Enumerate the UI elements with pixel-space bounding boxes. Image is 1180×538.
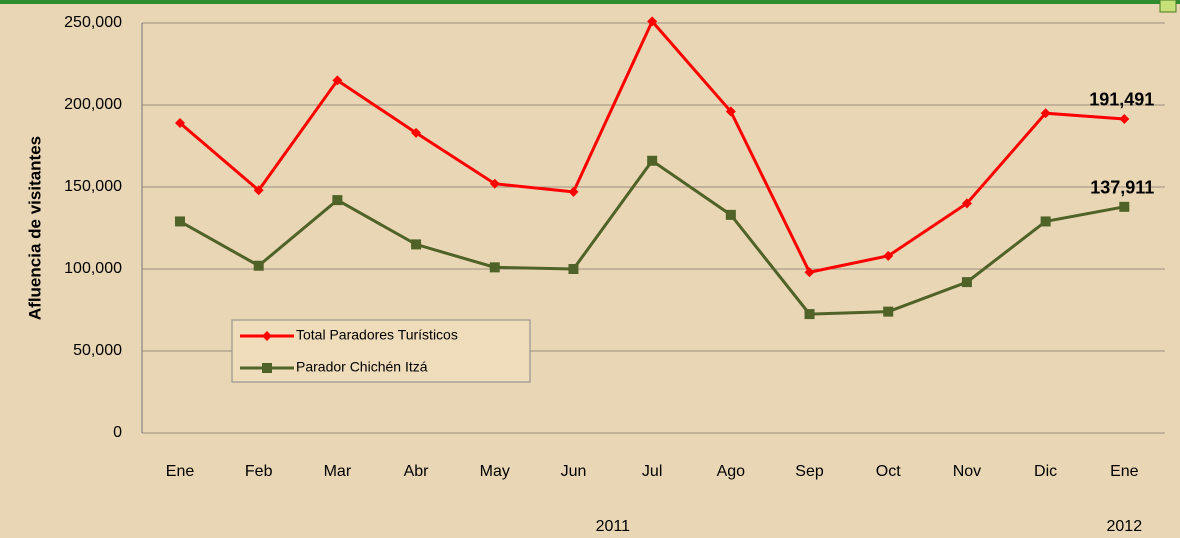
y-tick-label: 200,000 (64, 96, 122, 113)
x-tick-label: Ene (166, 463, 195, 480)
marker (568, 186, 579, 197)
x-tick-label: Ene (1110, 463, 1139, 480)
marker (725, 209, 736, 220)
marker (1040, 216, 1051, 227)
corner-icon (1159, 0, 1177, 13)
x-tick-label: Nov (953, 463, 981, 480)
year-label: 2012 (1107, 518, 1143, 535)
legend-label: Parador Chichén Itzá (296, 359, 428, 375)
marker (332, 195, 343, 206)
legend-marker (262, 331, 272, 341)
x-tick-label: May (480, 463, 510, 480)
marker (253, 185, 264, 196)
data-label: 137,911 (1090, 178, 1154, 198)
marker (647, 16, 658, 27)
marker (411, 239, 422, 250)
x-tick-label: Jun (561, 463, 587, 480)
marker (647, 155, 658, 166)
marker (489, 178, 500, 189)
marker (804, 309, 815, 320)
marker (1119, 201, 1130, 212)
marker (883, 250, 894, 261)
x-tick-label: Jul (642, 463, 662, 480)
marker (1119, 113, 1130, 124)
marker (253, 260, 264, 271)
marker (175, 118, 185, 129)
marker (175, 216, 185, 227)
x-tick-label: Abr (404, 463, 430, 480)
marker (411, 127, 422, 138)
data-label: 191,491 (1089, 90, 1154, 110)
y-axis-label: Afluencia de visitantes (25, 136, 44, 320)
x-tick-label: Ago (717, 463, 746, 480)
legend-marker (262, 363, 272, 373)
marker (568, 264, 579, 274)
y-tick-label: 150,000 (64, 178, 122, 195)
marker (725, 106, 736, 117)
year-label: 2011 (596, 518, 631, 535)
marker (489, 262, 500, 273)
x-tick-label: Oct (876, 463, 901, 480)
marker (961, 277, 972, 288)
y-tick-label: 100,000 (64, 260, 122, 277)
marker (1040, 108, 1051, 119)
marker (804, 267, 815, 278)
x-tick-label: Mar (324, 463, 352, 480)
marker (332, 75, 343, 86)
marker (883, 306, 894, 317)
y-tick-label: 250,000 (64, 14, 122, 31)
x-tick-label: Feb (245, 463, 273, 480)
y-tick-label: 50,000 (73, 342, 122, 359)
x-tick-label: Dic (1034, 463, 1057, 480)
legend-label: Total Paradores Turísticos (296, 327, 458, 343)
y-tick-label: 0 (113, 424, 122, 441)
legend-box (231, 319, 531, 383)
x-tick-label: Sep (795, 463, 824, 480)
marker (961, 198, 972, 209)
